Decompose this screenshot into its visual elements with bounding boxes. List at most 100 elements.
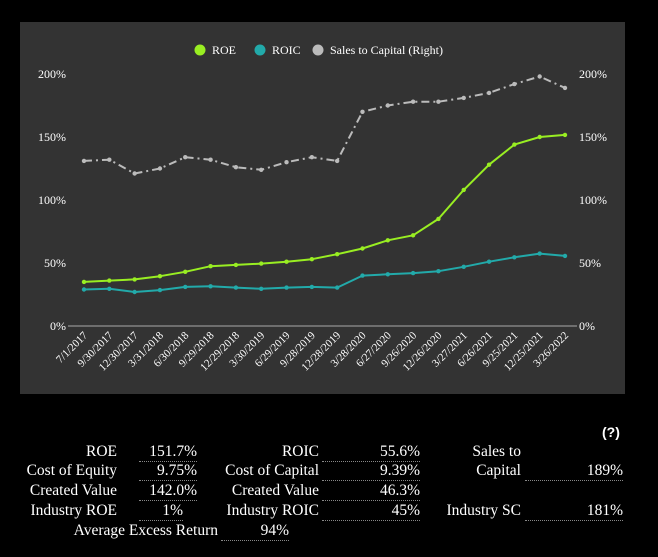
chart-panel: 0% 50% 100% 150% 200% 0% 50% 100% 150% 200% 7/1/20…: [20, 22, 625, 394]
y-right-tick-label: 50%: [579, 256, 601, 270]
y-left-tick-label: 100%: [38, 193, 66, 207]
series-2-point: [461, 264, 466, 269]
series-3-point: [436, 99, 441, 104]
series-3-point: [183, 155, 188, 160]
series-2-point: [107, 286, 112, 291]
series-1-point: [132, 277, 137, 282]
industry-roe-label: Industry ROE: [30, 502, 117, 519]
series-1-point: [461, 187, 466, 193]
series-1-point: [233, 262, 239, 268]
series-2-point: [183, 284, 188, 290]
created-value-capital-label: Created Value: [231, 482, 319, 499]
series-1-point: [562, 132, 568, 138]
y-right-tick-label: 0%: [579, 319, 595, 333]
y-right-tick-label: 100%: [579, 193, 607, 207]
series-2-point: [157, 287, 163, 293]
series-2-point: [486, 259, 492, 264]
roe-label: ROE: [86, 443, 117, 460]
series-1-point: [284, 259, 289, 264]
average-excess-return-label: Average Excess Return: [73, 522, 218, 539]
y-right-tick-label: 150%: [579, 130, 607, 144]
series-2-point: [233, 285, 239, 290]
legend-marker: [254, 44, 266, 56]
average-excess-return-value: 94%: [221, 522, 289, 541]
series-3-point: [81, 158, 87, 164]
series-2-point: [284, 285, 289, 290]
help-button[interactable]: (?): [602, 424, 620, 440]
sales-to-capital-label-line2: Capital: [476, 462, 521, 479]
series-2-point: [309, 284, 315, 290]
sales-to-capital-value: 189%: [525, 462, 623, 481]
series-3-point: [157, 166, 163, 171]
series-1-point: [360, 246, 365, 251]
series-1-point: [512, 142, 517, 147]
series-1-point: [259, 261, 264, 266]
series-1-point: [486, 162, 492, 167]
series-2-point: [259, 286, 264, 291]
legend-label: Sales to Capital (Right): [330, 43, 443, 57]
sales-to-capital-label-line1: Sales to: [472, 443, 521, 460]
industry-sc-label: Industry SC: [446, 502, 522, 519]
series-3-point: [562, 85, 568, 91]
series-3-point: [107, 157, 112, 162]
series-2-point: [334, 285, 340, 290]
industry-sc-value: 181%: [525, 502, 623, 521]
y-right-tick-label: 200%: [579, 67, 607, 81]
series-3-point: [334, 158, 340, 164]
series-line-2: [83, 252, 566, 293]
y-left-tick-label: 0%: [50, 319, 66, 333]
series-1-point: [334, 252, 340, 257]
series-2-point: [132, 289, 137, 295]
series-2-point: [385, 272, 390, 277]
y-left-tick-label: 50%: [44, 256, 66, 270]
created-value-equity-value: 142.0%: [139, 482, 197, 501]
series-3-point: [537, 74, 542, 79]
series-1-point: [107, 278, 112, 283]
series-1-point: [309, 257, 315, 262]
legend-label: ROE: [212, 43, 236, 57]
series-2-point: [562, 253, 568, 259]
series-2-point: [81, 287, 87, 292]
series-3-point: [512, 81, 517, 87]
created-value-equity-label: Created Value: [29, 482, 117, 499]
series-2-point: [436, 269, 441, 274]
legend-marker: [194, 44, 206, 56]
series-1-point: [385, 238, 390, 243]
series-1-point: [208, 264, 213, 269]
series-1-point: [183, 269, 188, 274]
roic-label: ROIC: [281, 443, 319, 460]
series-3-point: [360, 109, 365, 115]
series-line-1: [83, 133, 566, 283]
series-1-point: [436, 216, 441, 222]
y-left-tick-label: 200%: [38, 67, 66, 81]
series-1-point: [410, 233, 416, 238]
series-2-point: [537, 251, 542, 256]
cost-of-capital-value: 9.39%: [322, 462, 420, 481]
series-3-point: [461, 95, 466, 101]
industry-roe-value: 1%: [139, 502, 183, 521]
cost-of-capital-label: Cost of Capital: [225, 462, 319, 479]
series-2-point: [512, 255, 517, 260]
series-1-point: [81, 279, 87, 285]
series-3-point: [132, 171, 137, 176]
series-3-point: [233, 165, 239, 170]
line-chart: 0%50%100%150%200%0%50%100%150%200%7/1/20…: [38, 43, 607, 374]
cost-of-equity-value: 9.75%: [139, 462, 197, 481]
roe-value: 151.7%: [139, 443, 197, 462]
industry-roic-value: 45%: [322, 502, 420, 521]
series-3-point: [208, 157, 213, 162]
created-value-capital-value: 46.3%: [322, 482, 420, 501]
y-left-tick-label: 150%: [38, 130, 66, 144]
industry-roic-label: Industry ROIC: [226, 502, 319, 519]
series-2-point: [360, 273, 365, 278]
series-1-point: [537, 134, 542, 140]
series-2-point: [410, 270, 416, 276]
series-3-point: [284, 160, 289, 165]
series-3-point: [259, 167, 264, 172]
legend-marker: [312, 44, 324, 56]
series-3-point: [309, 155, 315, 160]
cost-of-equity-label: Cost of Equity: [26, 462, 117, 479]
series-line-3: [83, 75, 566, 175]
series-3-point: [410, 99, 416, 104]
